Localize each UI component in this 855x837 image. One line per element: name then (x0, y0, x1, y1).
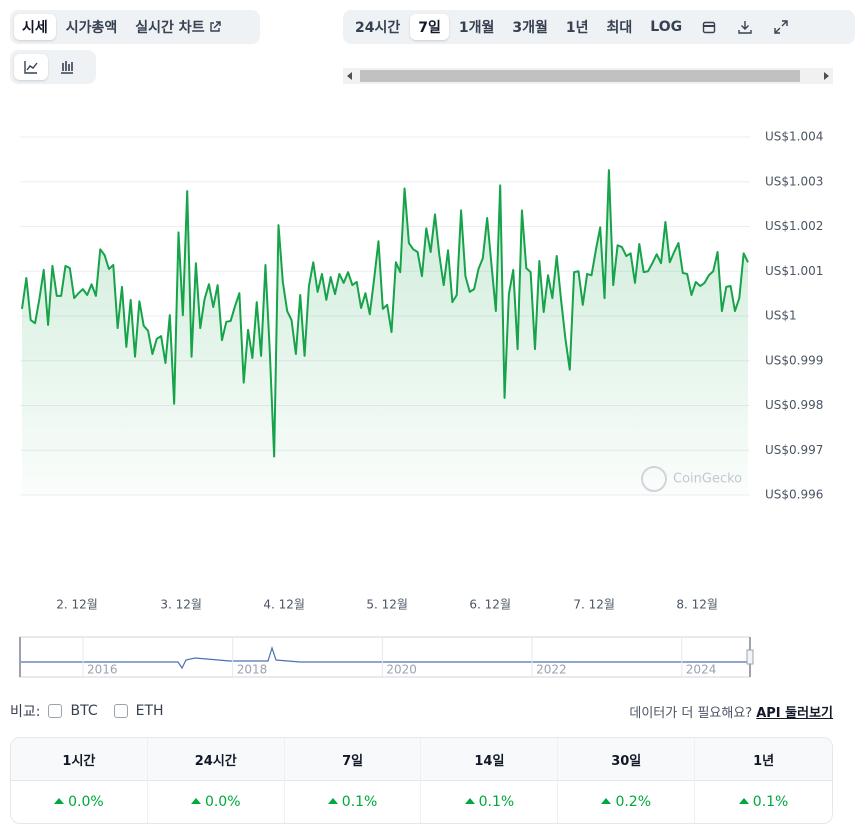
line-icon (24, 61, 38, 74)
column-header: 30일 (558, 738, 696, 780)
x-tick-label: 2. 12월 (56, 598, 98, 612)
calendar-icon (702, 21, 716, 34)
header-row: 1시간 24시간 7일 14일 30일 1년 (11, 738, 832, 780)
candle-chart-button[interactable] (50, 54, 84, 80)
change-cell: 0.0% (11, 780, 148, 823)
navigator-label: 2016 (87, 663, 118, 677)
view-tabs: 시세 시가총액 실시간 차트 (10, 10, 260, 44)
y-tick-label: US$1.002 (765, 219, 823, 233)
navigator-handle[interactable] (746, 649, 754, 665)
external-icon (209, 21, 221, 32)
download-button[interactable] (728, 14, 762, 40)
range[interactable]: 7일 (410, 14, 449, 40)
column-header: 14일 (421, 738, 559, 780)
price-chart: CoinGecko 2016 2018 2020 2022 2024 US$1.004 U… (19, 130, 823, 678)
up-arrow (738, 798, 749, 804)
change-cell: 0.1% (284, 780, 422, 823)
x-tick-label: 5. 12월 (366, 598, 408, 612)
y-tick-label: US$1 (765, 309, 797, 323)
line-chart-button[interactable] (14, 54, 48, 80)
compare-label: 비교: (10, 704, 41, 720)
expand-button[interactable] (764, 14, 798, 40)
navigator-label: 2020 (386, 663, 417, 677)
column-header: 1시간 (11, 738, 148, 780)
compare-option[interactable]: ETH (135, 703, 164, 719)
navigator-label: 2022 (536, 663, 567, 677)
api-row: 데이터가 더 필요해요? API 둘러보기 (629, 700, 833, 722)
watermark: CoinGecko (641, 466, 742, 492)
up-arrow (464, 798, 475, 804)
change-value: 0.0% (68, 794, 104, 810)
scrollbar[interactable] (343, 68, 833, 84)
navigator: 2016 2018 2020 2022 2024 (19, 636, 754, 678)
range-tabs: 24시간 7일 1개월 3개월 1년 최대 LOG (343, 10, 855, 44)
tab[interactable]: 시가총액 (65, 20, 118, 36)
navigator-frame (19, 636, 751, 678)
tab-label: 실시간 차트 (135, 20, 205, 36)
tab[interactable]: 시세 (14, 14, 56, 40)
watermark-logo (641, 466, 667, 492)
tab-external[interactable]: 실시간 차트 (127, 14, 228, 40)
navigator-label: 2018 (237, 663, 268, 677)
log-toggle[interactable]: LOG (650, 19, 683, 35)
y-tick-label: US$0.999 (765, 353, 823, 367)
change-value: 0.1% (478, 794, 515, 810)
range[interactable]: 3개월 (512, 20, 548, 36)
change-cell: 0.0% (147, 780, 285, 823)
compare-row: 비교: BTC ETH (10, 700, 164, 722)
range[interactable]: 24시간 (355, 20, 401, 36)
x-tick-label: 7. 12월 (573, 598, 615, 612)
x-tick-label: 6. 12월 (469, 598, 511, 612)
change-value: 0.2% (615, 794, 652, 810)
y-tick-label: US$1.001 (765, 264, 823, 278)
change-value: 0.1% (341, 794, 378, 810)
watermark-text: CoinGecko (673, 472, 742, 487)
compare-option[interactable]: BTC (70, 703, 98, 719)
y-tick-label: US$0.998 (765, 398, 823, 412)
x-tick-label: 3. 12월 (160, 598, 202, 612)
expand-icon (774, 20, 788, 34)
area-fill (22, 170, 748, 496)
change-cell: 0.1% (421, 780, 559, 823)
change-value: 0.1% (752, 794, 789, 810)
column-header: 7일 (284, 738, 422, 780)
chart-type (10, 50, 96, 84)
candle-icon (61, 61, 73, 74)
up-arrow (54, 798, 65, 804)
up-arrow (327, 798, 338, 804)
api-link[interactable]: API 둘러보기 (756, 705, 833, 721)
scroll-right[interactable] (824, 72, 829, 80)
column-header: 24시간 (147, 738, 285, 780)
change-cell: 0.2% (558, 780, 696, 823)
change-value: 0.0% (204, 794, 241, 810)
price-line (21, 169, 749, 458)
up-arrow (190, 798, 201, 804)
up-arrow (601, 798, 612, 804)
navigator-line (20, 646, 750, 670)
navigator-label: 2024 (686, 663, 717, 677)
scroll-left[interactable] (347, 72, 352, 80)
change-table: 1시간 24시간 7일 14일 30일 1년 0.0% 0.0% 0.1% 0.1% 0.2% 0.… (10, 737, 833, 824)
change-cell: 0.1% (695, 780, 832, 823)
range[interactable]: 1년 (565, 20, 589, 36)
x-tick-label: 4. 12월 (263, 598, 305, 612)
x-tick-label: 8. 12월 (676, 598, 718, 612)
y-tick-label: US$0.997 (765, 443, 823, 457)
column-header: 1년 (695, 738, 832, 780)
download-icon (738, 21, 752, 34)
value-row: 0.0% 0.0% 0.1% 0.1% 0.2% 0.1% (11, 780, 832, 823)
range[interactable]: 최대 (606, 20, 633, 36)
range[interactable]: 1개월 (458, 20, 495, 36)
api-prompt: 데이터가 더 필요해요? (629, 705, 753, 721)
y-tick-label: US$1.003 (765, 174, 823, 188)
checkbox[interactable] (113, 704, 128, 718)
y-tick-label: US$0.996 (765, 488, 823, 502)
checkbox[interactable] (48, 704, 63, 718)
scroll-thumb[interactable] (360, 70, 800, 82)
calendar-button[interactable] (692, 14, 726, 40)
y-tick-label: US$1.004 (765, 130, 823, 144)
